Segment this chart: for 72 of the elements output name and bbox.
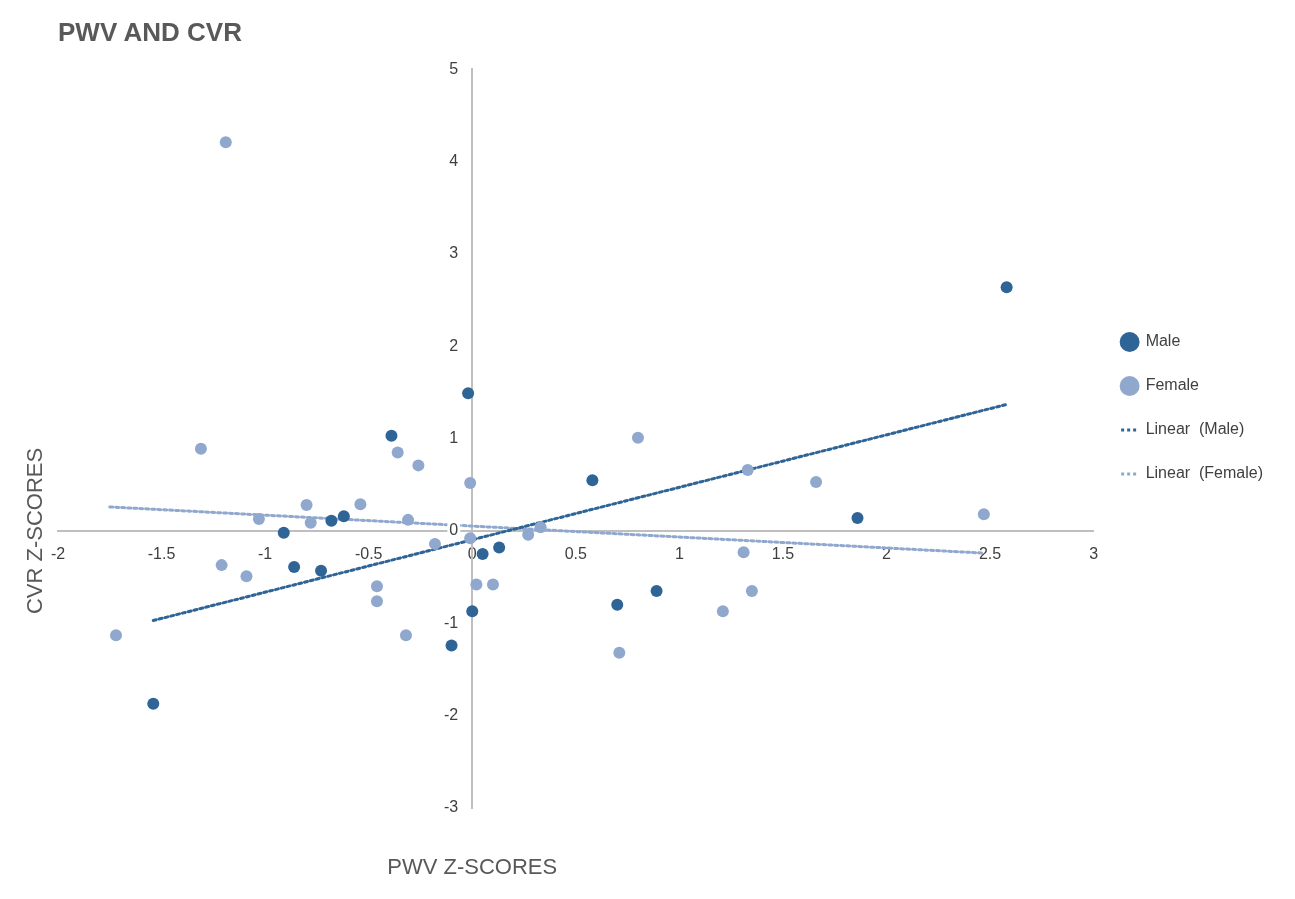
point: [586, 474, 599, 487]
point: [412, 459, 425, 472]
point: [315, 564, 328, 577]
point: [370, 595, 383, 608]
chart-title: PWV AND CVR: [58, 16, 243, 47]
point: [631, 431, 644, 444]
point: [466, 605, 479, 618]
point: [611, 598, 624, 611]
x-tick-label: 1.5: [771, 544, 795, 562]
point: [977, 508, 990, 521]
point: [464, 532, 477, 545]
point: [737, 546, 750, 559]
y-tick-label: -1: [444, 613, 459, 631]
x-tick-label: 3: [1089, 544, 1099, 562]
point: [470, 578, 483, 591]
point: [650, 584, 663, 597]
x-tick-label: -1.5: [147, 544, 176, 562]
point: [288, 560, 301, 573]
point: [810, 476, 823, 488]
y-tick-label: 1: [449, 429, 459, 447]
legend-label: Linear (Male): [1145, 420, 1245, 438]
y-tick-label: 0: [449, 521, 459, 539]
point: [522, 528, 535, 541]
legend-label: Female: [1145, 376, 1200, 394]
point: [391, 446, 404, 459]
point: [445, 639, 458, 652]
y-tick-label: -3: [444, 798, 459, 816]
point: [325, 514, 338, 527]
x-tick-label: 0.5: [564, 544, 588, 562]
point: [464, 476, 477, 489]
point: [194, 442, 207, 455]
point: [402, 513, 415, 526]
y-tick-label: 5: [449, 59, 459, 77]
x-axis-title: PWV Z-SCORES: [387, 854, 558, 880]
point: [370, 580, 383, 593]
y-tick-label: 3: [449, 244, 459, 262]
point: [399, 629, 412, 642]
point: [304, 516, 317, 529]
point: [252, 512, 265, 525]
point: [385, 429, 398, 442]
legend-label: Male: [1145, 332, 1181, 350]
y-tick-label: 2: [449, 336, 459, 354]
point: [493, 541, 506, 554]
point: [337, 510, 350, 523]
x-tick-label: 1: [674, 544, 684, 562]
point: [486, 578, 499, 591]
point: [300, 499, 313, 512]
point: [428, 537, 441, 550]
point: [219, 136, 232, 149]
point: [1000, 281, 1013, 294]
point: [745, 584, 758, 597]
point: [716, 605, 729, 618]
point: [277, 526, 290, 539]
point: [110, 629, 122, 642]
y-tick-label: -2: [444, 706, 459, 724]
point: [240, 570, 253, 583]
x-tick-label: 2.5: [978, 544, 1002, 562]
point: [741, 464, 754, 476]
x-tick-label: -0.5: [354, 544, 383, 562]
x-tick-label: -2: [50, 544, 66, 562]
point: [462, 387, 475, 400]
point: [476, 548, 489, 561]
point: [215, 559, 228, 572]
point: [613, 646, 626, 659]
point: [354, 498, 367, 511]
point: [147, 697, 160, 710]
legend-label: Linear (Female): [1145, 464, 1263, 482]
y-axis-title: CVR Z-SCORES: [22, 447, 48, 615]
point: [534, 521, 547, 534]
y-tick-label: 4: [449, 151, 459, 169]
x-tick-label: -1: [258, 544, 273, 562]
point: [851, 512, 864, 525]
